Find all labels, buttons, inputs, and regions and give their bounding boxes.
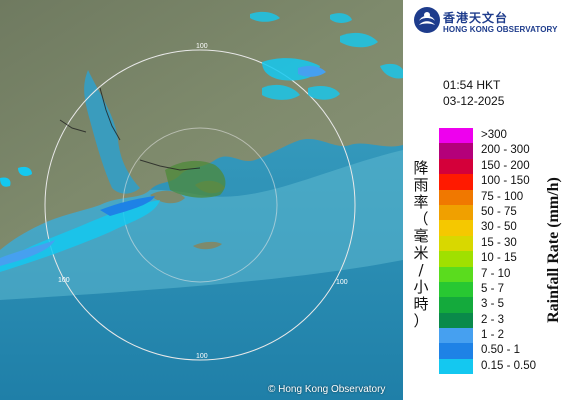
legend-label: >300 [481, 129, 507, 141]
legend-label: 100 - 150 [481, 175, 530, 188]
legend-label: 75 - 100 [481, 190, 524, 203]
hko-emblem-icon [414, 7, 440, 33]
legend-swatch [439, 220, 473, 236]
legend-swatch [439, 235, 473, 252]
boundary-lines [59, 87, 201, 171]
range-labels: 100 100 100 100 [58, 43, 348, 360]
rain-echoes [0, 11, 403, 272]
island [193, 241, 222, 250]
legend-label: 1 - 2 [481, 329, 505, 342]
legend-swatch [439, 328, 473, 344]
legend-label: 15 - 30 [481, 236, 517, 249]
legend-swatch [439, 358, 473, 375]
legend-title-zh: 降雨率（毫米 / 小時） [413, 159, 429, 330]
radar-map-canvas: 100 100 100 100 [0, 0, 403, 400]
legend-label: 0.15 - 0.50 [481, 359, 536, 372]
legend-swatch [439, 189, 473, 205]
legend-label: 30 - 50 [481, 221, 517, 234]
pearl-river-estuary [84, 70, 140, 194]
range-label: 100 [196, 43, 208, 50]
logo-name-en: HONG KONG OBSERVATORY [443, 25, 558, 34]
legend-title-en: Rainfall Rate (mm/h) [545, 177, 562, 323]
legend-swatch [439, 158, 473, 175]
island [150, 190, 185, 204]
legend-label: 7 - 10 [481, 267, 511, 280]
legend-label: 200 - 300 [481, 144, 530, 157]
hko-logo: 香港天文台 HONG KONG OBSERVATORY [413, 6, 573, 38]
logo-name-zh: 香港天文台 [443, 11, 509, 25]
legend-swatch [439, 312, 473, 329]
range-label: 100 [196, 353, 208, 360]
legend-swatch [439, 174, 473, 190]
legend-label: 50 - 75 [481, 205, 517, 218]
legend-label: 0.50 - 1 [481, 344, 520, 357]
legend-label: 3 - 5 [481, 298, 505, 311]
copyright-text: © Hong Kong Observatory [268, 384, 386, 395]
range-ring-outer [44, 49, 356, 361]
legend-swatch [439, 281, 473, 298]
range-label: 100 [58, 277, 70, 284]
legend-swatch [439, 204, 473, 221]
legend-swatch [439, 143, 473, 159]
legend-label: 5 - 7 [481, 282, 505, 295]
radar-time: 01:54 HKT [443, 78, 501, 92]
legend-swatch [439, 251, 473, 267]
shallow-water [0, 150, 403, 300]
legend-swatch [439, 343, 473, 359]
radar-map: 100 100 100 100 [0, 0, 403, 400]
legend-label: 10 - 15 [481, 252, 517, 265]
legend-swatch [439, 297, 473, 313]
range-label: 100 [336, 279, 348, 286]
legend-label: 150 - 200 [481, 159, 530, 172]
legend-swatch [439, 266, 473, 282]
radar-date: 03-12-2025 [443, 94, 505, 108]
legend-panel: 香港天文台 HONG KONG OBSERVATORY 01:54 HKT 03… [403, 0, 577, 400]
legend-swatch [439, 128, 473, 144]
legend-label: 2 - 3 [481, 313, 505, 326]
